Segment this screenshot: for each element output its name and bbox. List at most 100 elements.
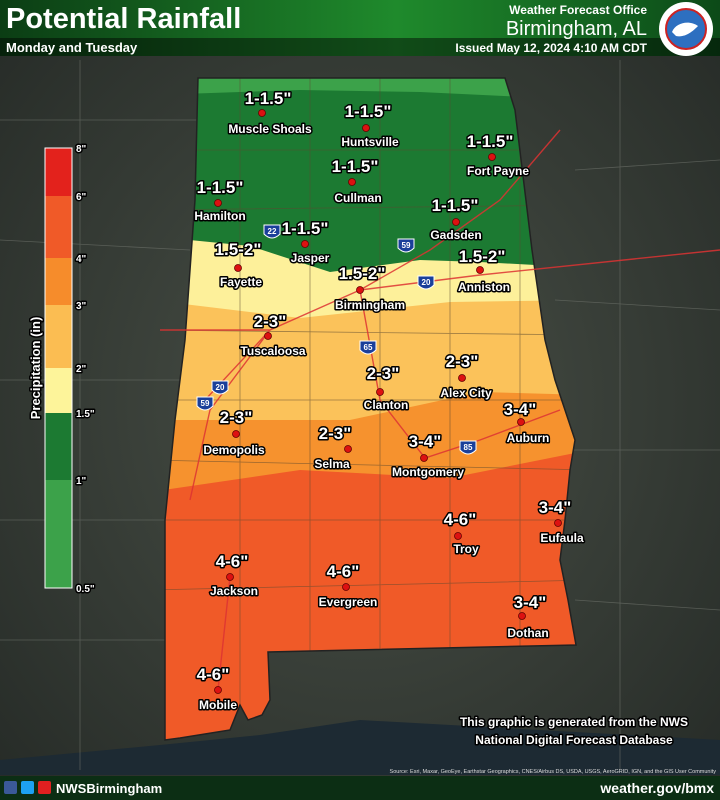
- city-dot: [234, 264, 242, 272]
- rain-amount: 4-6": [444, 510, 477, 529]
- city-dot: [232, 430, 240, 438]
- band-0-5-1: [165, 78, 576, 100]
- title: Potential Rainfall: [6, 3, 241, 35]
- city-name: Alex City: [440, 386, 492, 400]
- legend-tick-label: 2": [76, 364, 87, 375]
- shield: [417, 275, 435, 290]
- state-county-lines: [165, 78, 576, 740]
- shield: [459, 440, 477, 455]
- source: Source: Esri, Maxar, GeoEye, Earthstar G…: [390, 769, 717, 775]
- city-dot: [517, 418, 525, 426]
- rain-amount: 1-1.5": [432, 196, 479, 215]
- city-name: Clanton: [364, 398, 409, 412]
- city-name: Dothan: [507, 626, 548, 640]
- city-dot: [214, 199, 222, 207]
- city-dot: [420, 454, 428, 462]
- city-name: Fayette: [220, 275, 262, 289]
- rain-amount: 4-6": [197, 665, 230, 684]
- rainfall-shading: [165, 78, 576, 740]
- facebook-icon[interactable]: [4, 781, 17, 794]
- interstate-shields: 22 59 20 65 20 59 85: [196, 224, 477, 455]
- shield-number: 22: [268, 227, 277, 236]
- shield: [397, 238, 415, 253]
- rain-amount: 3-4": [504, 400, 537, 419]
- county-lines: [0, 60, 720, 770]
- city-name: Selma: [314, 457, 350, 471]
- city-name: Eufaula: [540, 531, 584, 545]
- shield-number: 20: [422, 278, 431, 287]
- city-name: Cullman: [334, 191, 381, 205]
- youtube-icon[interactable]: [38, 781, 51, 794]
- legend-tick-label: 1": [76, 476, 87, 487]
- legend-swatch: [45, 196, 72, 258]
- gulf-water: [0, 720, 720, 775]
- city-dot: [458, 374, 466, 382]
- city-name: Muscle Shoals: [228, 122, 312, 136]
- shield: [359, 340, 377, 355]
- city-dot: [226, 573, 234, 581]
- legend-tick-label: 4": [76, 254, 87, 265]
- city-name: Birmingham: [335, 298, 405, 312]
- legend-tick-label: 8": [76, 144, 87, 155]
- city-name: Hamilton: [194, 209, 245, 223]
- rain-amount: 1-1.5": [467, 132, 514, 151]
- city-dot: [376, 388, 384, 396]
- legend-swatch: [45, 148, 72, 196]
- legend-title: Precipitation (in): [28, 317, 43, 420]
- city-name: Jasper: [291, 251, 330, 265]
- rain-amount: 2-3": [220, 408, 253, 427]
- city-dot: [554, 519, 562, 527]
- city-dot: [348, 178, 356, 186]
- note-line: National Digital Forecast Database: [475, 733, 673, 747]
- city-name: Gadsden: [430, 228, 481, 242]
- legend-swatch: [45, 413, 72, 480]
- rain-amount: 1-1.5": [332, 157, 379, 176]
- legend-swatch: [45, 258, 72, 305]
- city-dot: [488, 153, 496, 161]
- header-bar: [0, 0, 720, 56]
- rain-amount: 2-3": [254, 312, 287, 331]
- rain-amount: 3-4": [514, 593, 547, 612]
- social-handle[interactable]: NWSBirmingham: [56, 781, 162, 796]
- shield: [196, 396, 214, 411]
- city-dot: [342, 583, 350, 591]
- twitter-icon[interactable]: [21, 781, 34, 794]
- rain-amount: 4-6": [216, 552, 249, 571]
- city-dot: [362, 124, 370, 132]
- rain-amount: 1-1.5": [282, 219, 329, 238]
- city-dot: [454, 532, 462, 540]
- city-dot: [264, 332, 272, 340]
- city-name: Montgomery: [392, 465, 464, 479]
- state-outline: [164, 77, 577, 741]
- footer-bar: [0, 776, 720, 800]
- note-line: This graphic is generated from the NWS: [460, 715, 688, 729]
- city-name: Troy: [453, 542, 479, 556]
- legend-swatch: [45, 480, 72, 588]
- city-dot: [301, 240, 309, 248]
- city-dot: [344, 445, 352, 453]
- subtitle: Monday and Tuesday: [6, 40, 138, 55]
- legend-tick-label: 6": [76, 192, 87, 203]
- city-dot: [476, 266, 484, 274]
- shield-number: 65: [364, 343, 373, 352]
- rain-amount: 1-1.5": [245, 89, 292, 108]
- city-dot: [356, 286, 364, 294]
- shield: [211, 380, 229, 395]
- city-name: Anniston: [458, 280, 510, 294]
- city-name: Huntsville: [341, 135, 399, 149]
- legend-tick-label: 0.5": [76, 584, 95, 595]
- legend: 8" 6" 4" 3" 2" 1.5" 1" 0.5" Precipitation (in): [27, 143, 97, 597]
- legend-swatch: [45, 368, 72, 413]
- city-name: Mobile: [199, 698, 237, 712]
- website[interactable]: weather.gov/bmx: [599, 780, 714, 796]
- rain-amount: 2-3": [446, 352, 479, 371]
- shield-number: 85: [464, 443, 473, 452]
- rain-amount: 4-6": [327, 562, 360, 581]
- legend-tick-label: 1.5": [76, 409, 95, 420]
- city-name: Auburn: [507, 431, 550, 445]
- rain-amount: 2-3": [319, 424, 352, 443]
- subtitle-bar: [0, 38, 720, 56]
- city-name: Evergreen: [319, 595, 378, 609]
- city-name: Tuscaloosa: [240, 344, 305, 358]
